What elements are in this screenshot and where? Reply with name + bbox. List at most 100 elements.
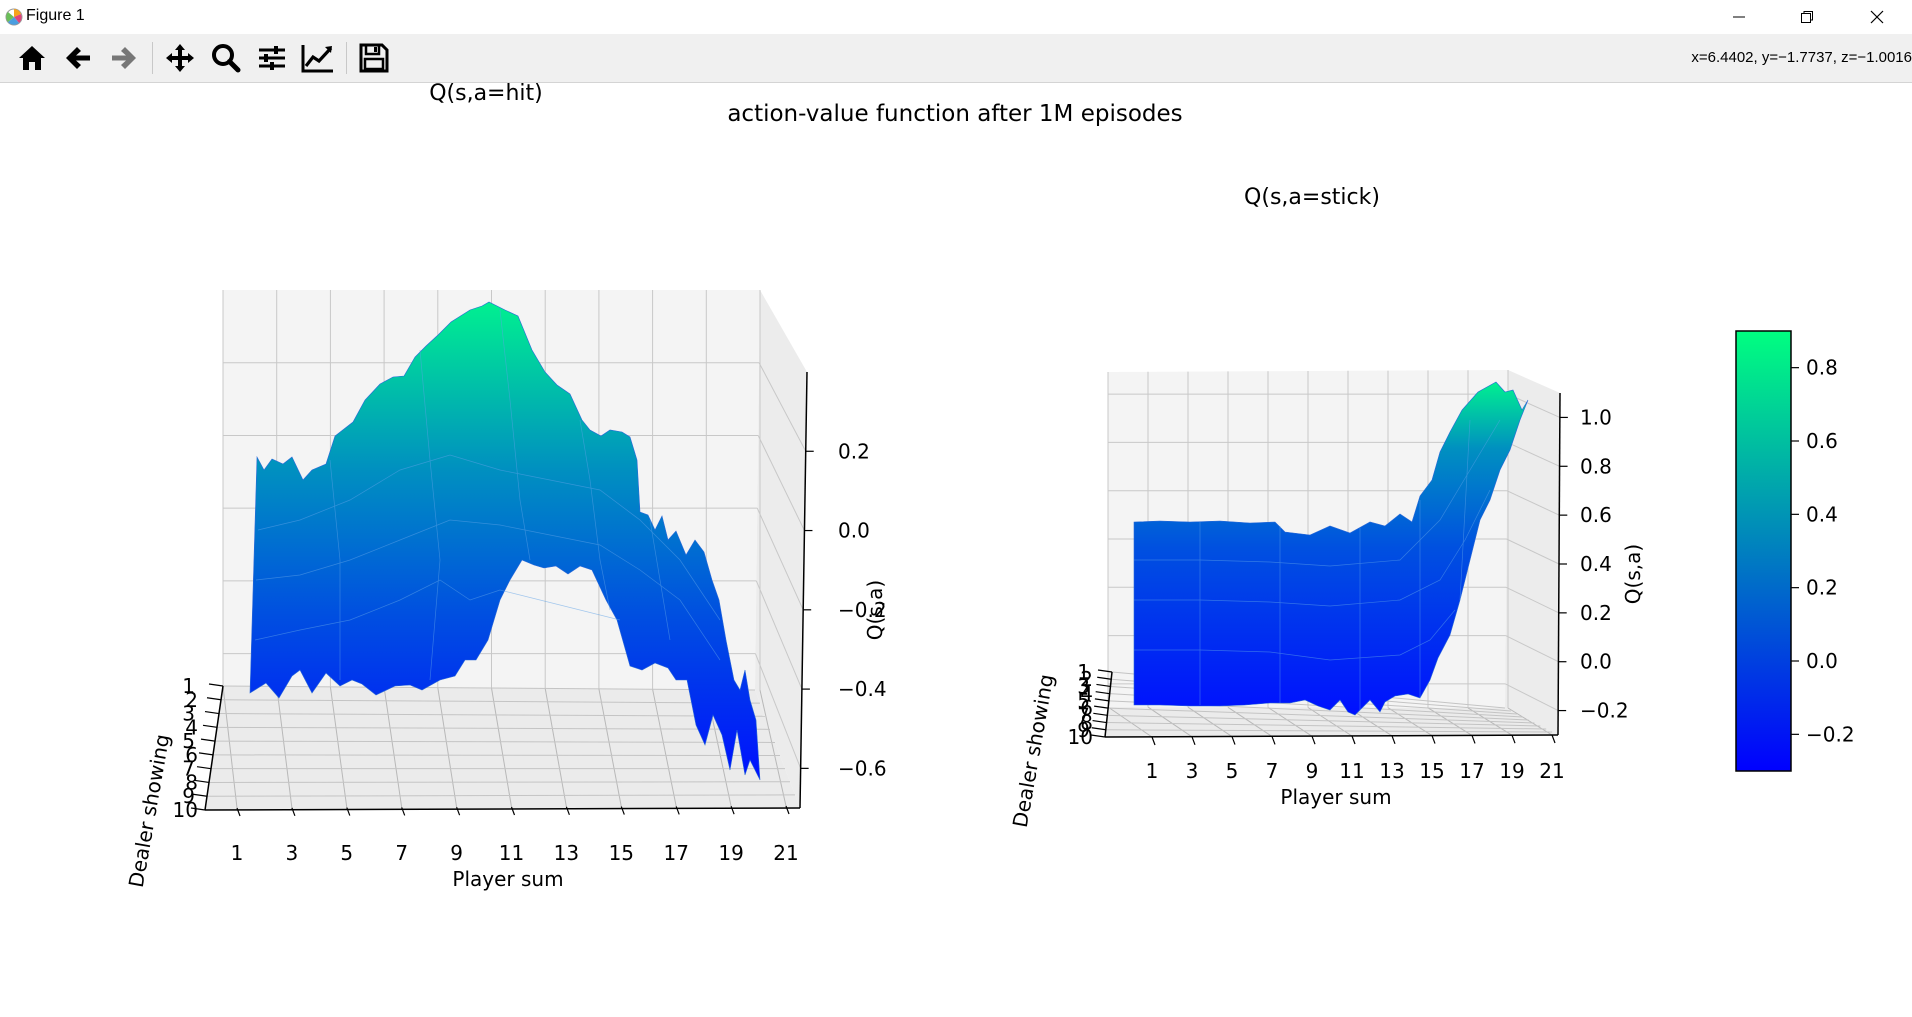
y-tick-label: 6	[185, 743, 198, 767]
x-tick-mark	[401, 807, 406, 816]
x-tick-label: 21	[1539, 759, 1564, 783]
colorbar-tick-label: 0.8	[1806, 356, 1838, 380]
pan-button[interactable]	[160, 38, 200, 78]
cursor-coordinates: x=6.4402, y=−1.7737, z=−1.0016	[1691, 49, 1912, 66]
z-gridline	[1504, 683, 1559, 712]
y-tick-mark	[204, 710, 220, 715]
side-pane-hit	[755, 290, 807, 808]
y-gridline	[1108, 707, 1535, 724]
floppy-disk-icon	[359, 43, 389, 73]
floor-pane-hit	[205, 686, 800, 810]
y-tick-mark	[1091, 727, 1106, 731]
x-tick-mark	[1311, 735, 1316, 745]
y-axis-label-stick: Dealer showing	[1008, 672, 1059, 829]
surface-stick	[1133, 381, 1529, 716]
restore-icon	[1801, 11, 1813, 23]
arrow-right-icon	[112, 47, 136, 69]
zoom-button[interactable]	[206, 38, 246, 78]
y-tick-mark	[1097, 676, 1112, 680]
back-button[interactable]	[58, 38, 98, 78]
x-tick-mark	[346, 807, 351, 816]
x-tick-label: 9	[1306, 759, 1319, 783]
edit-axis-button[interactable]	[298, 38, 338, 78]
home-button[interactable]	[12, 38, 52, 78]
colorbar-gradient	[1735, 330, 1792, 772]
x-tick-label: 17	[663, 841, 688, 865]
z-axis-label-stick: Q(s,a)	[1621, 544, 1645, 604]
z-gridline	[1506, 538, 1560, 565]
x-gridline	[329, 686, 348, 808]
colorbar-tick-label: −0.2	[1806, 722, 1855, 746]
z-tick-label: 0.6	[1580, 503, 1612, 527]
x-tick-label: 5	[1226, 759, 1239, 783]
axes-title-stick: Q(s,a=stick)	[1244, 185, 1380, 210]
sliders-icon	[259, 46, 285, 70]
x-tick-mark	[291, 807, 296, 817]
z-tick-label: 0.2	[1580, 601, 1612, 625]
y-gridline	[208, 781, 791, 783]
y-tick-mark	[1094, 705, 1109, 709]
y-tick-mark	[1093, 712, 1108, 716]
x-tick-mark	[1231, 736, 1236, 745]
suptitle: action-value function after 1M episodes	[727, 101, 1182, 127]
x-tick-label: 17	[1459, 759, 1484, 783]
move-icon	[166, 44, 194, 72]
x-tick-label: 9	[450, 841, 463, 865]
z-gridline	[754, 653, 802, 769]
x-tick-label: 19	[1499, 759, 1524, 783]
maximize-button[interactable]	[1772, 0, 1842, 34]
x-axis-line-stick	[1104, 734, 1559, 738]
z-gridline	[757, 435, 805, 531]
x-tick-label: 3	[286, 841, 299, 865]
magnifier-icon	[212, 44, 241, 73]
x-tick-mark	[620, 806, 625, 815]
y-tick-label: 5	[182, 729, 195, 753]
y-tick-label: 9	[1077, 718, 1090, 742]
x-tick-label: 21	[773, 841, 798, 865]
axes-stick[interactable]: Q(s,a=stick) −0.2 0.0 0.2 0.4 0.6 0.8 1.0 Q(s,…	[1008, 185, 1645, 829]
forward-button[interactable]	[104, 38, 144, 78]
y-tick-label: 10	[1068, 725, 1093, 749]
y-gridline	[1107, 714, 1541, 727]
colorbar-tick-label: 0.0	[1806, 649, 1838, 673]
y-gridline	[214, 740, 776, 743]
y-axis-line-stick	[1104, 671, 1113, 738]
y-tick-mark	[200, 738, 216, 742]
z-gridline	[756, 507, 804, 611]
x-tick-mark	[1551, 734, 1556, 744]
x-tick-mark	[730, 805, 735, 815]
figure-canvas[interactable]: action-value function after 1M episodes …	[0, 83, 1912, 1017]
y-tick-mark	[198, 752, 214, 756]
line-chart-icon	[301, 45, 333, 73]
y-tick-label: 3	[182, 702, 195, 726]
x-gridline	[1107, 706, 1153, 738]
y-tick-mark	[1097, 669, 1113, 673]
x-axis-label-hit: Player sum	[452, 867, 563, 891]
y-tick-mark	[208, 683, 224, 687]
z-axis-label-hit: Q(s,a)	[863, 580, 887, 640]
y-tick-mark	[1096, 683, 1111, 688]
y-tick-label: 7	[182, 757, 195, 781]
z-tick-label: 0.2	[838, 439, 870, 463]
z-tick-label: −0.2	[838, 598, 887, 622]
z-tick-label: −0.6	[838, 756, 887, 780]
colorbar-ticks: −0.2 0.0 0.2 0.4 0.6 0.8	[1791, 356, 1855, 746]
matplotlib-logo-icon	[5, 8, 23, 26]
side-pane-stick	[1505, 370, 1560, 735]
save-button[interactable]	[354, 38, 394, 78]
x-tick-label: 7	[395, 841, 408, 865]
x-tick-label: 13	[1379, 759, 1404, 783]
minimize-button[interactable]	[1704, 0, 1774, 34]
y-gridline	[1105, 729, 1553, 733]
configure-subplots-button[interactable]	[252, 38, 292, 78]
y-tick-label: 2	[1080, 667, 1093, 691]
x-gridline	[544, 688, 567, 807]
close-button[interactable]	[1842, 0, 1912, 34]
z-tick-label: −0.2	[1580, 699, 1629, 723]
y-tick-mark	[1090, 734, 1106, 738]
colorbar[interactable]: −0.2 0.0 0.2 0.4 0.6 0.8	[1735, 330, 1855, 772]
window-title: Figure 1	[26, 7, 85, 24]
y-tick-mark	[1092, 719, 1107, 724]
x-axis-label-stick: Player sum	[1280, 785, 1391, 809]
